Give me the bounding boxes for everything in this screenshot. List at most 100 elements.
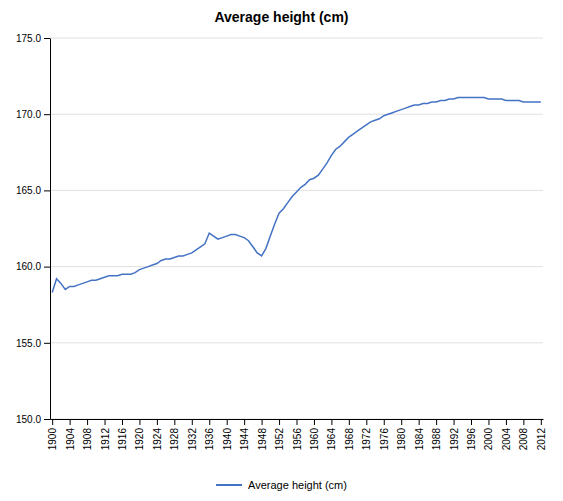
x-tick: 2000 [483,419,494,450]
x-tick-mark [488,419,489,425]
grid-line [50,342,543,343]
y-tick-label: 150.0 [16,414,41,425]
x-tick: 1980 [396,419,407,450]
x-tick: 1972 [361,419,372,450]
x-tick-mark [87,419,88,425]
x-tick-mark [122,419,123,425]
x-tick: 2008 [518,419,529,450]
x-tick-mark [70,419,71,425]
x-tick-mark [209,419,210,425]
x-tick-mark [139,419,140,425]
x-axis: 1900 1904 1908 1912 1916 1920 1924 1928 1932 1936… [47,419,547,450]
x-tick-mark [314,419,315,425]
x-tick-mark [349,419,350,425]
x-tick-label: 1900 [47,428,58,451]
grid [50,38,543,419]
y-tick-label: 165.0 [16,185,41,196]
x-tick: 1908 [82,419,93,450]
x-tick-mark [52,419,53,425]
x-tick: 1992 [449,419,460,450]
x-tick-mark [174,419,175,425]
x-tick: 1928 [169,419,180,450]
y-tick: 150.0 [16,414,50,425]
x-tick: 1924 [152,419,163,450]
x-tick-mark [227,419,228,425]
x-tick-label: 1928 [169,428,180,451]
x-tick: 1944 [239,419,250,450]
x-tick-label: 2008 [518,428,529,451]
x-tick-mark [105,419,106,425]
x-tick-label: 1996 [466,428,477,451]
x-tick-mark [262,419,263,425]
y-tick-mark [44,267,50,268]
x-tick-mark [384,419,385,425]
x-tick-label: 1908 [82,428,93,451]
x-tick-mark [419,419,420,425]
x-tick: 1988 [431,419,442,450]
y-tick: 175.0 [16,33,50,44]
legend-item: Average height (cm) [216,479,347,491]
x-tick-label: 2004 [501,428,512,451]
x-tick: 1964 [326,419,337,450]
title: Average height (cm) [214,9,348,25]
x-tick: 1952 [274,419,285,450]
x-tick-label: 1932 [187,428,198,451]
y-tick: 160.0 [16,261,50,272]
y-tick-label: 160.0 [16,261,41,272]
series-line [52,97,541,292]
x-tick-mark [523,419,524,425]
x-tick: 1940 [222,419,233,450]
x-tick-mark [471,419,472,425]
x-tick-mark [506,419,507,425]
y-tick: 155.0 [16,338,50,349]
x-tick-mark [436,419,437,425]
x-tick-label: 1988 [431,428,442,451]
x-tick-label: 1968 [344,428,355,451]
x-tick-label: 1976 [379,428,390,451]
x-tick: 1912 [100,419,111,450]
x-tick: 2004 [501,419,512,450]
x-tick-label: 1920 [134,428,145,451]
y-axis: 150.0155.0160.0165.0170.0175.0 [16,33,51,425]
x-tick-mark [297,419,298,425]
y-tick-mark [44,190,50,191]
legend-swatch [216,484,242,486]
x-tick-label: 1980 [396,428,407,451]
x-tick: 1916 [117,419,128,450]
x-tick: 2012 [536,419,547,450]
x-tick-label: 1944 [239,428,250,451]
x-tick-mark [157,419,158,425]
y-tick-label: 155.0 [16,338,41,349]
x-tick-mark [331,419,332,425]
x-tick-label: 1964 [326,428,337,451]
x-tick-label: 1936 [204,428,215,451]
grid-line [50,266,543,267]
x-tick: 1956 [292,419,303,450]
legend: Average height (cm) [216,479,347,491]
x-tick-label: 1956 [292,428,303,451]
y-tick-mark [44,419,50,420]
x-tick-label: 1960 [309,428,320,451]
legend-label: Average height (cm) [248,479,347,491]
x-tick: 1904 [65,419,76,450]
x-tick-mark [401,419,402,425]
y-tick-mark [44,343,50,344]
x-tick-label: 1984 [414,428,425,451]
x-tick-mark [279,419,280,425]
y-axis-line [50,39,51,420]
x-tick: 1932 [187,419,198,450]
marks [52,97,541,292]
x-tick-mark [454,419,455,425]
x-tick: 1968 [344,419,355,450]
x-tick-label: 1948 [257,428,268,451]
x-tick-label: 1912 [100,428,111,451]
x-tick: 1976 [379,419,390,450]
x-tick-mark [192,419,193,425]
x-tick-label: 1940 [222,428,233,451]
y-tick-label: 175.0 [16,33,41,44]
y-tick-mark [44,114,50,115]
x-tick: 1960 [309,419,320,450]
x-tick: 1984 [414,419,425,450]
x-tick: 1900 [47,419,58,450]
grid-line [50,190,543,191]
